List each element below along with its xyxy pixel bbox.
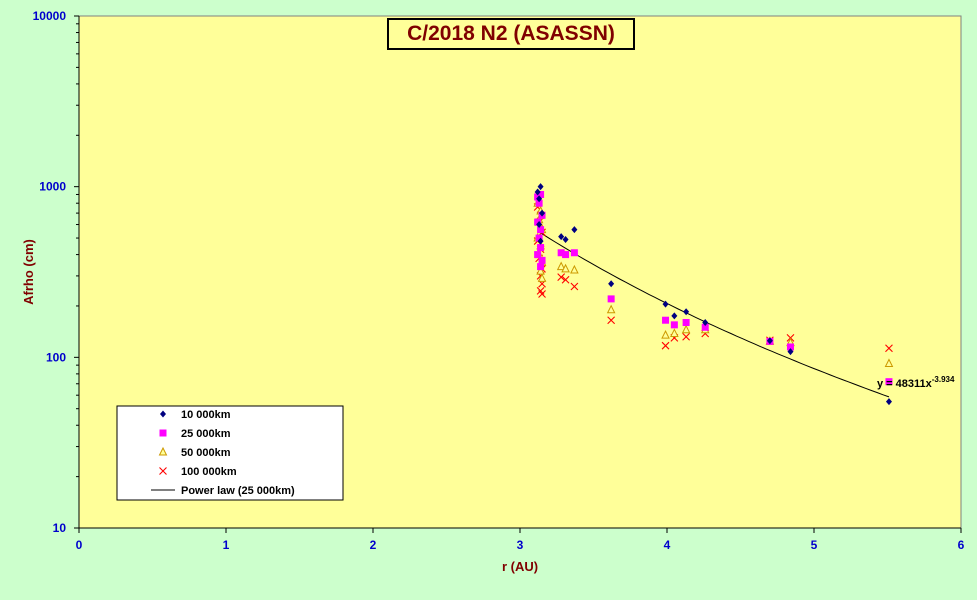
trend-equation-exponent: -3.934 [932, 375, 955, 384]
data-point-square [662, 316, 670, 324]
x-tick-label: 2 [370, 538, 377, 552]
data-point-diamond [571, 226, 578, 234]
data-point-diamond [671, 312, 678, 320]
legend-label: 10 000km [181, 409, 231, 421]
data-point-square [535, 234, 543, 242]
data-point-square [701, 323, 709, 331]
data-point-square [562, 251, 570, 259]
data-point-triangle [561, 263, 570, 273]
trend-equation-main: y = 48311x [877, 378, 933, 390]
data-point-triangle [670, 328, 679, 337]
legend: 10 000km 25 000km 50 000km 100 000km Power l… [116, 405, 344, 501]
data-point-x [661, 341, 670, 350]
legend-label: 50 000km [181, 447, 231, 459]
data-point-diamond [683, 308, 690, 316]
x-tick-label: 3 [517, 538, 524, 552]
data-point-triangle [681, 324, 691, 334]
data-point-x [557, 273, 566, 282]
x-axis-label: r (AU) [502, 559, 538, 574]
data-point-diamond [558, 233, 565, 241]
data-point-square [537, 244, 545, 252]
chart-title: C/2018 N2 (ASASSN) [387, 18, 635, 50]
legend-marker-triangle [158, 446, 168, 456]
data-point-square [537, 226, 545, 234]
data-point-x [885, 344, 893, 353]
data-point-triangle [536, 266, 545, 275]
data-point-x [561, 275, 570, 284]
legend-marker-x [159, 467, 167, 475]
data-point-diamond [537, 183, 544, 191]
data-point-triangle [556, 261, 566, 271]
data-point-square [670, 321, 678, 329]
data-point-square [607, 295, 615, 303]
data-point-triangle [884, 358, 894, 368]
data-point-diamond [539, 209, 546, 217]
legend-label: 100 000km [181, 466, 237, 478]
data-point-diamond [534, 188, 541, 196]
data-point-square [538, 256, 546, 264]
legend-label: 25 000km [181, 428, 231, 440]
data-point-triangle [570, 264, 579, 274]
data-point-square [534, 251, 542, 259]
data-point-x [570, 282, 579, 291]
data-point-x [538, 290, 546, 298]
data-point-triangle [606, 304, 616, 314]
y-tick-label: 10000 [33, 9, 67, 23]
data-point-x [682, 332, 690, 341]
data-point-diamond [885, 398, 892, 406]
legend-marker-diamond [160, 410, 166, 418]
x-tick-label: 0 [76, 538, 83, 552]
x-tick-label: 6 [958, 538, 965, 552]
data-point-diamond [562, 236, 569, 244]
data-point-triangle [537, 273, 547, 282]
y-axis-label: Afrho (cm) [21, 239, 36, 305]
data-point-diamond [787, 348, 794, 356]
legend-marker-square [159, 429, 167, 437]
y-tick-label: 1000 [39, 180, 66, 194]
data-point-square [557, 249, 565, 257]
trendline [537, 230, 890, 398]
x-tick-label: 4 [664, 538, 671, 552]
data-point-square [534, 218, 542, 226]
data-point-diamond [536, 195, 543, 203]
data-point-square [786, 343, 794, 351]
data-point-diamond [536, 221, 543, 229]
y-tick-label: 100 [46, 350, 66, 364]
data-point-square [570, 249, 578, 257]
data-point-square [885, 378, 893, 386]
x-tick-label: 5 [811, 538, 818, 552]
data-point-diamond [608, 280, 615, 288]
legend-label: Power law (25 000km) [181, 485, 295, 497]
data-point-triangle [661, 329, 670, 339]
data-point-diamond [766, 337, 773, 345]
legend-items: 10 000km 25 000km 50 000km 100 000km Power l… [151, 409, 295, 497]
x-axis-ticks: 0 1 2 3 4 5 6 [76, 528, 965, 552]
y-tick-label: 10 [53, 521, 67, 535]
data-points [533, 183, 894, 406]
data-point-square [535, 199, 543, 207]
data-point-square [537, 190, 545, 198]
data-point-diamond [537, 237, 544, 245]
data-point-x [607, 316, 616, 325]
data-point-diamond [702, 318, 709, 326]
data-point-square [537, 263, 545, 271]
data-point-diamond [662, 300, 669, 308]
y-axis-ticks: 10 100 1000 10000 [33, 9, 79, 535]
data-point-square [682, 318, 690, 326]
x-tick-label: 1 [223, 538, 230, 552]
trend-equation: y = 48311x-3.934 [877, 375, 955, 390]
legend-box [116, 405, 344, 501]
